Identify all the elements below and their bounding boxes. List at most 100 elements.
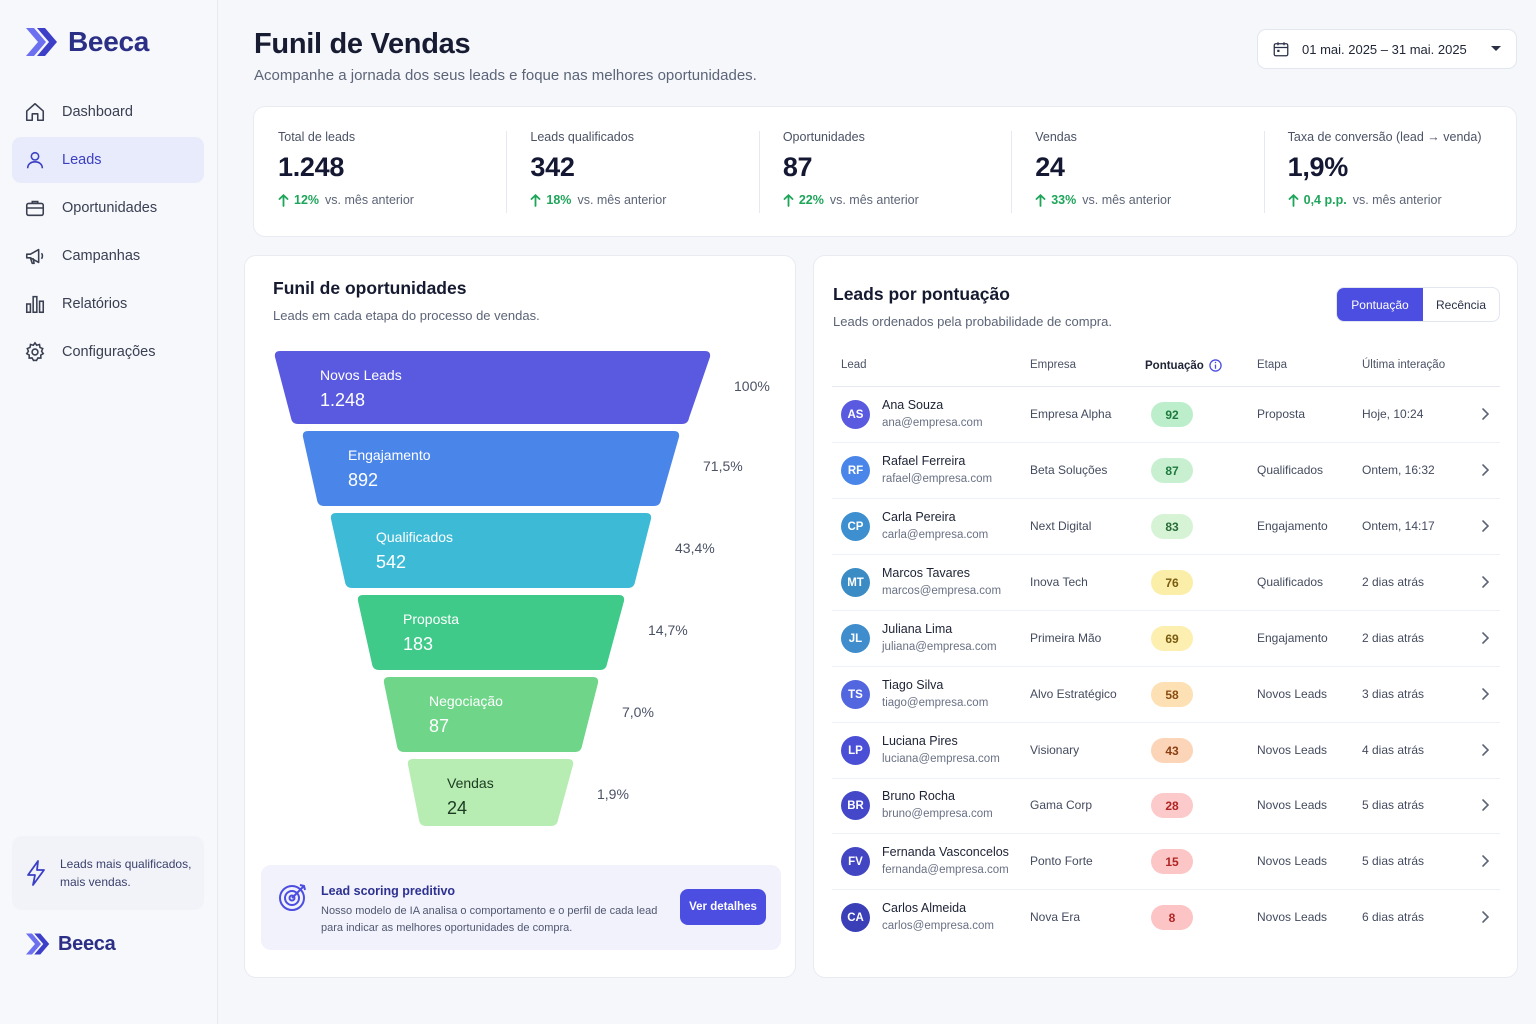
lead-email: rafael@empresa.com bbox=[882, 473, 993, 485]
kpi-delta-comparison: vs. mês anterior bbox=[577, 193, 667, 207]
lead-company: Next Digital bbox=[1030, 519, 1092, 533]
kpi-delta-up: 18% bbox=[530, 193, 571, 207]
lead-stage: Novos Leads bbox=[1257, 743, 1328, 757]
sidebar-item-label: Oportunidades bbox=[62, 200, 158, 216]
lead-email: marcos@empresa.com bbox=[882, 585, 1002, 597]
column-header-last-interaction[interactable]: Última interação bbox=[1362, 359, 1445, 371]
lead-scoring-banner: Lead scoring preditivo Nosso modelo de I… bbox=[261, 865, 781, 950]
kpi-label: Total de leads bbox=[278, 130, 356, 144]
kpi-value: 1.248 bbox=[278, 152, 345, 182]
bar-chart-icon bbox=[25, 295, 45, 314]
sidebar-item-oportunidades[interactable]: Oportunidades bbox=[12, 185, 204, 231]
kpi-item: Vendas 24 33% vs. mês anterior bbox=[1011, 107, 1263, 236]
table-header-divider bbox=[832, 386, 1500, 387]
column-header-label: Lead bbox=[841, 359, 867, 371]
chevron-right-icon[interactable] bbox=[1481, 743, 1490, 757]
funnel-stage-label: Negociação bbox=[429, 693, 503, 709]
chevron-right-icon[interactable] bbox=[1481, 798, 1490, 812]
lead-email: carlos@empresa.com bbox=[882, 920, 995, 932]
score-badge: 28 bbox=[1151, 793, 1193, 818]
lead-name: Bruno Rocha bbox=[882, 789, 955, 803]
chevron-right-icon[interactable] bbox=[1481, 463, 1490, 477]
column-header-score[interactable]: Pontuação bbox=[1145, 359, 1222, 372]
lightning-icon bbox=[27, 860, 45, 886]
briefcase-icon bbox=[25, 200, 45, 217]
lead-stage: Qualificados bbox=[1257, 575, 1324, 589]
chevron-right-icon[interactable] bbox=[1481, 407, 1490, 421]
user-icon bbox=[26, 151, 44, 169]
funnel-stage-1[interactable] bbox=[302, 431, 680, 506]
info-icon[interactable] bbox=[1209, 359, 1222, 372]
funnel-stage-5[interactable] bbox=[407, 759, 574, 826]
arrow-up-icon bbox=[1035, 193, 1046, 207]
leads-subtitle: Leads ordenados pela probabilidade de co… bbox=[833, 314, 1112, 329]
kpi-delta-comparison: vs. mês anterior bbox=[1352, 193, 1442, 207]
sort-by-score-button[interactable]: Pontuação bbox=[1337, 288, 1423, 321]
chevron-right-icon[interactable] bbox=[1481, 575, 1490, 589]
home-icon bbox=[25, 102, 45, 122]
table-row[interactable]: RF Rafael Ferreira rafael@empresa.com Beta … bbox=[832, 443, 1500, 499]
chevron-down-icon bbox=[1491, 46, 1501, 51]
kpi-delta-up: 22% bbox=[783, 193, 824, 207]
table-row[interactable]: CP Carla Pereira carla@empresa.com Next Dig… bbox=[832, 499, 1500, 555]
funnel-stage-0[interactable] bbox=[274, 351, 711, 424]
sidebar-item-relatorios[interactable]: Relatórios bbox=[12, 281, 204, 327]
table-row[interactable]: AS Ana Souza ana@empresa.com Empresa Alpha 9… bbox=[832, 387, 1500, 443]
brand-logo[interactable]: Beeca bbox=[24, 26, 149, 58]
arrow-up-icon bbox=[783, 193, 794, 207]
chevron-right-icon[interactable] bbox=[1481, 854, 1490, 868]
chevron-right-icon[interactable] bbox=[1481, 519, 1490, 533]
table-row[interactable]: BR Bruno Rocha bruno@empresa.com Gama Corp 2… bbox=[832, 778, 1500, 834]
avatar: BR bbox=[841, 791, 870, 820]
funnel-stage-value: 542 bbox=[376, 552, 407, 572]
column-header-label: Pontuação bbox=[1145, 359, 1204, 372]
lead-name: Luciana Pires bbox=[882, 734, 958, 748]
kpi-delta-comparison: vs. mês anterior bbox=[1082, 193, 1172, 207]
sidebar-item-label: Relatórios bbox=[62, 296, 128, 312]
last-interaction: 3 dias atrás bbox=[1362, 687, 1425, 701]
lead-name: Carlos Almeida bbox=[882, 901, 967, 915]
sidebar-nav: Dashboard Leads Oportunidades Campanhas … bbox=[12, 89, 204, 377]
funnel-stage-label: Proposta bbox=[403, 611, 460, 627]
lead-company: Nova Era bbox=[1030, 910, 1081, 924]
page-subtitle: Acompanhe a jornada dos seus leads e foq… bbox=[254, 67, 757, 84]
funnel-stage-percent: 7,0% bbox=[622, 704, 654, 720]
table-row[interactable]: FV Fernanda Vasconcelos fernanda@empresa.c… bbox=[832, 834, 1500, 890]
beeca-logo-icon bbox=[26, 933, 50, 955]
funnel-stage-value: 892 bbox=[348, 470, 379, 490]
column-header-stage[interactable]: Etapa bbox=[1257, 359, 1287, 371]
view-details-button[interactable]: Ver detalhes bbox=[680, 889, 766, 925]
sidebar-item-configuracoes[interactable]: Configurações bbox=[12, 329, 204, 375]
table-row[interactable]: LP Luciana Pires luciana@empresa.com Vision… bbox=[832, 723, 1500, 779]
kpi-value: 87 bbox=[782, 152, 813, 182]
avatar: CA bbox=[841, 903, 870, 932]
funnel-chart bbox=[274, 351, 711, 826]
table-row[interactable]: MT Marcos Tavares marcos@empresa.com Inova … bbox=[832, 555, 1500, 611]
sort-by-recency-button[interactable]: Recência bbox=[1435, 297, 1487, 312]
kpi-item: Oportunidades 87 22% vs. mês anterior bbox=[758, 107, 1011, 236]
sidebar-item-dashboard[interactable]: Dashboard bbox=[12, 89, 204, 135]
column-header-company[interactable]: Empresa bbox=[1030, 359, 1076, 371]
table-row[interactable]: CA Carlos Almeida carlos@empresa.com Nova E… bbox=[832, 890, 1500, 946]
sidebar-item-campanhas[interactable]: Campanhas bbox=[12, 233, 204, 279]
column-header-lead[interactable]: Lead bbox=[841, 359, 867, 371]
sidebar-item-leads[interactable]: Leads bbox=[12, 137, 204, 183]
score-badge: 87 bbox=[1151, 458, 1193, 483]
table-row[interactable]: TS Tiago Silva tiago@empresa.com Alvo Estra… bbox=[832, 667, 1500, 723]
kpi-label: Taxa de conversão (lead → venda) bbox=[1287, 130, 1482, 144]
lead-company: Gama Corp bbox=[1030, 798, 1093, 812]
funnel-stage-3[interactable] bbox=[357, 595, 625, 670]
table-row[interactable]: JL Juliana Lima juliana@empresa.com Primeir… bbox=[832, 611, 1500, 667]
chevron-right-icon[interactable] bbox=[1481, 910, 1490, 924]
funnel-stage-4[interactable] bbox=[383, 677, 599, 752]
score-badge: 76 bbox=[1151, 570, 1193, 595]
chevron-right-icon[interactable] bbox=[1481, 687, 1490, 701]
sidebar-item-label: Campanhas bbox=[62, 248, 141, 264]
kpi-label: Vendas bbox=[1035, 130, 1077, 144]
lead-name: Marcos Tavares bbox=[882, 566, 970, 580]
chevron-right-icon[interactable] bbox=[1481, 631, 1490, 645]
kpi-delta: 0,4 p.p. vs. mês anterior bbox=[1288, 193, 1516, 207]
kpi-item: Total de leads 1.248 12% vs. mês anterior bbox=[254, 107, 506, 236]
date-range-picker[interactable]: 01 mai. 2025 – 31 mai. 2025 bbox=[1257, 29, 1517, 69]
funnel-stage-2[interactable] bbox=[330, 513, 652, 588]
